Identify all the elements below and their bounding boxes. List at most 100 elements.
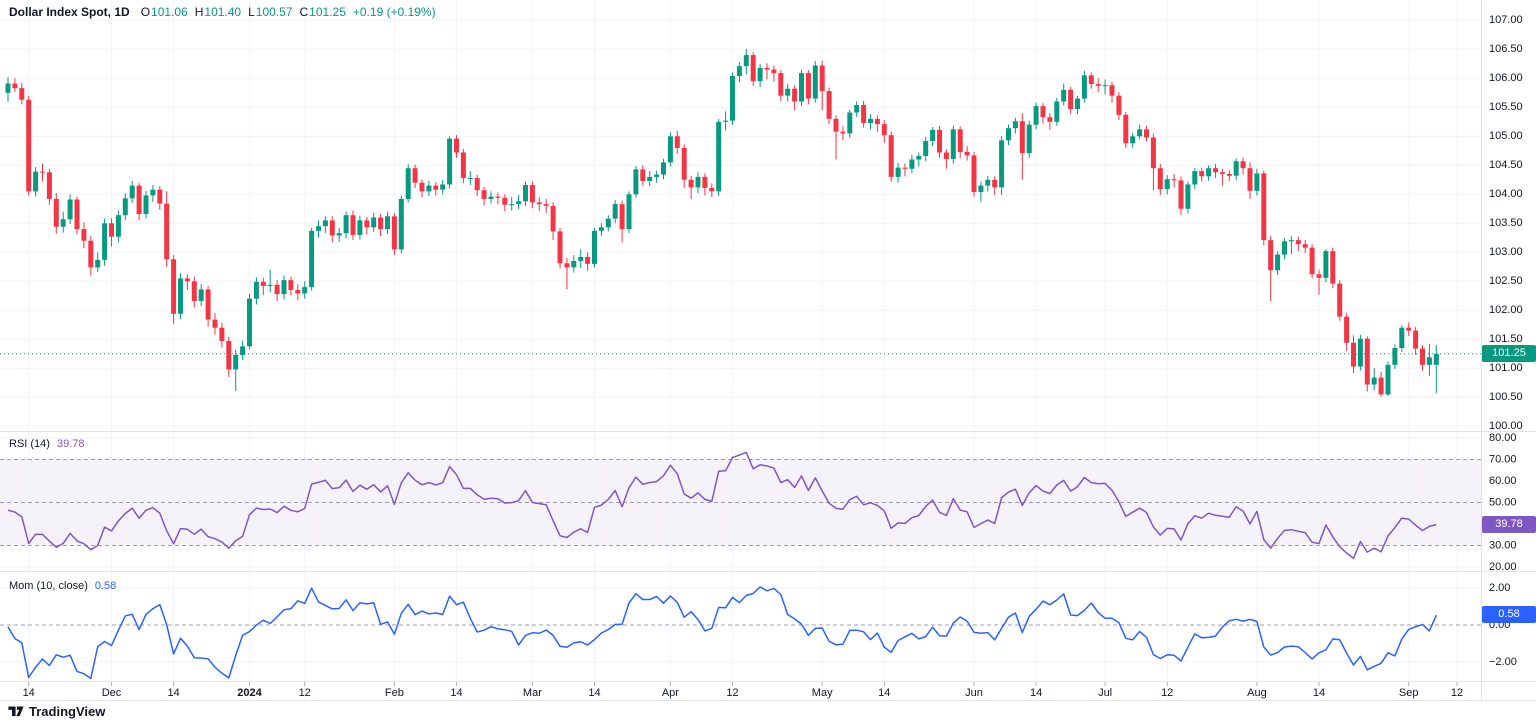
tradingview-logo-icon [8, 706, 24, 717]
gridlines [0, 0, 1481, 700]
candle [950, 129, 956, 159]
svg-text:−2.00: −2.00 [1489, 656, 1517, 668]
candle [1351, 342, 1356, 367]
candle [129, 185, 135, 199]
candle [1364, 338, 1370, 385]
candle [1247, 168, 1253, 191]
candle [874, 118, 880, 125]
candle [1378, 377, 1384, 395]
candle [847, 112, 853, 134]
candle [502, 197, 508, 205]
candle [412, 168, 418, 183]
candle [736, 66, 742, 76]
svg-text:12: 12 [726, 687, 738, 699]
candle [792, 88, 798, 102]
candle [1095, 84, 1101, 86]
candle [854, 104, 860, 113]
svg-text:102.50: 102.50 [1489, 275, 1523, 287]
svg-text:14: 14 [167, 687, 179, 699]
momentum-line[interactable] [7, 586, 1437, 680]
candle [1302, 244, 1308, 248]
candle [1240, 161, 1246, 169]
rsi-legend[interactable]: RSI (14) 39.78 [9, 438, 85, 450]
candle [81, 229, 87, 241]
time-axis[interactable] [0, 682, 1481, 700]
candle [143, 195, 149, 215]
candle [12, 83, 18, 89]
candle [1385, 364, 1391, 395]
candle [454, 138, 459, 153]
candle [964, 151, 970, 156]
svg-text:2.00: 2.00 [1489, 582, 1510, 594]
candle [233, 354, 239, 370]
candle [467, 178, 473, 180]
candle [178, 278, 183, 314]
svg-text:14: 14 [23, 687, 35, 699]
candle [1157, 168, 1163, 190]
candle [605, 218, 611, 228]
candle [391, 216, 397, 250]
candle [1206, 168, 1212, 177]
candle [1199, 171, 1205, 177]
high-value: H 101.40 [194, 5, 242, 19]
candle [433, 185, 439, 190]
candle [654, 174, 660, 177]
candle [1399, 327, 1405, 348]
candle [750, 55, 756, 82]
candle [1316, 274, 1322, 278]
candle [74, 199, 80, 230]
candle [985, 179, 991, 186]
candle [1061, 89, 1067, 102]
candle [888, 135, 894, 177]
tradingview-logo[interactable]: TradingView [8, 704, 105, 719]
candle [861, 104, 867, 123]
svg-text:20.00: 20.00 [1489, 561, 1517, 573]
candle [219, 327, 225, 342]
candle [1088, 75, 1094, 85]
svg-text:105.50: 105.50 [1489, 101, 1523, 113]
candle [53, 198, 59, 227]
candle [1047, 117, 1053, 122]
candle [695, 176, 701, 188]
svg-text:Feb: Feb [385, 687, 404, 699]
candle [322, 220, 328, 227]
candle [136, 185, 142, 215]
candle [109, 223, 114, 237]
svg-text:105.00: 105.00 [1489, 130, 1523, 142]
rsi-value-badge: 39.78 [1482, 516, 1536, 533]
candle [60, 219, 66, 227]
candle [122, 198, 128, 216]
candle [1254, 173, 1260, 191]
svg-text:80.00: 80.00 [1489, 432, 1517, 444]
candle [1420, 348, 1425, 365]
candlestick-series[interactable] [5, 48, 1439, 397]
candle [171, 259, 177, 314]
candle [509, 204, 515, 206]
rsi-line[interactable] [7, 451, 1437, 560]
candle [1219, 172, 1225, 174]
candle [661, 162, 666, 175]
candle [1226, 174, 1232, 176]
candle [1144, 129, 1149, 138]
candle [971, 155, 977, 192]
svg-text:104.50: 104.50 [1489, 159, 1523, 171]
open-value: O 101.06 [140, 5, 188, 19]
svg-text:101.00: 101.00 [1489, 362, 1523, 374]
momentum-legend[interactable]: Mom (10, close) 0.58 [9, 580, 116, 592]
candle [612, 204, 618, 219]
candle [164, 203, 170, 260]
candle [1413, 330, 1419, 349]
candle [40, 171, 45, 173]
svg-text:May: May [812, 687, 833, 699]
candle [440, 184, 446, 190]
candle [253, 281, 259, 299]
candle [316, 226, 321, 231]
candle [240, 346, 246, 355]
candle [667, 136, 673, 163]
candle [1392, 348, 1398, 365]
svg-text:Aug: Aug [1247, 687, 1267, 699]
candle [1068, 89, 1074, 110]
svg-text:14: 14 [878, 687, 890, 699]
